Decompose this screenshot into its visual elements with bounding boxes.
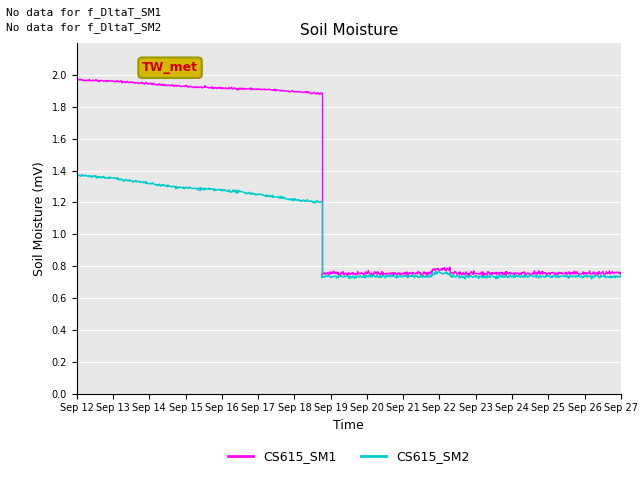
X-axis label: Time: Time	[333, 419, 364, 432]
Text: No data for f_DltaT_SM1: No data for f_DltaT_SM1	[6, 7, 162, 18]
Y-axis label: Soil Moisture (mV): Soil Moisture (mV)	[33, 161, 46, 276]
Text: No data for f_DltaT_SM2: No data for f_DltaT_SM2	[6, 22, 162, 33]
Title: Soil Moisture: Soil Moisture	[300, 23, 398, 38]
Text: TW_met: TW_met	[142, 61, 198, 74]
Legend: CS615_SM1, CS615_SM2: CS615_SM1, CS615_SM2	[223, 445, 475, 468]
